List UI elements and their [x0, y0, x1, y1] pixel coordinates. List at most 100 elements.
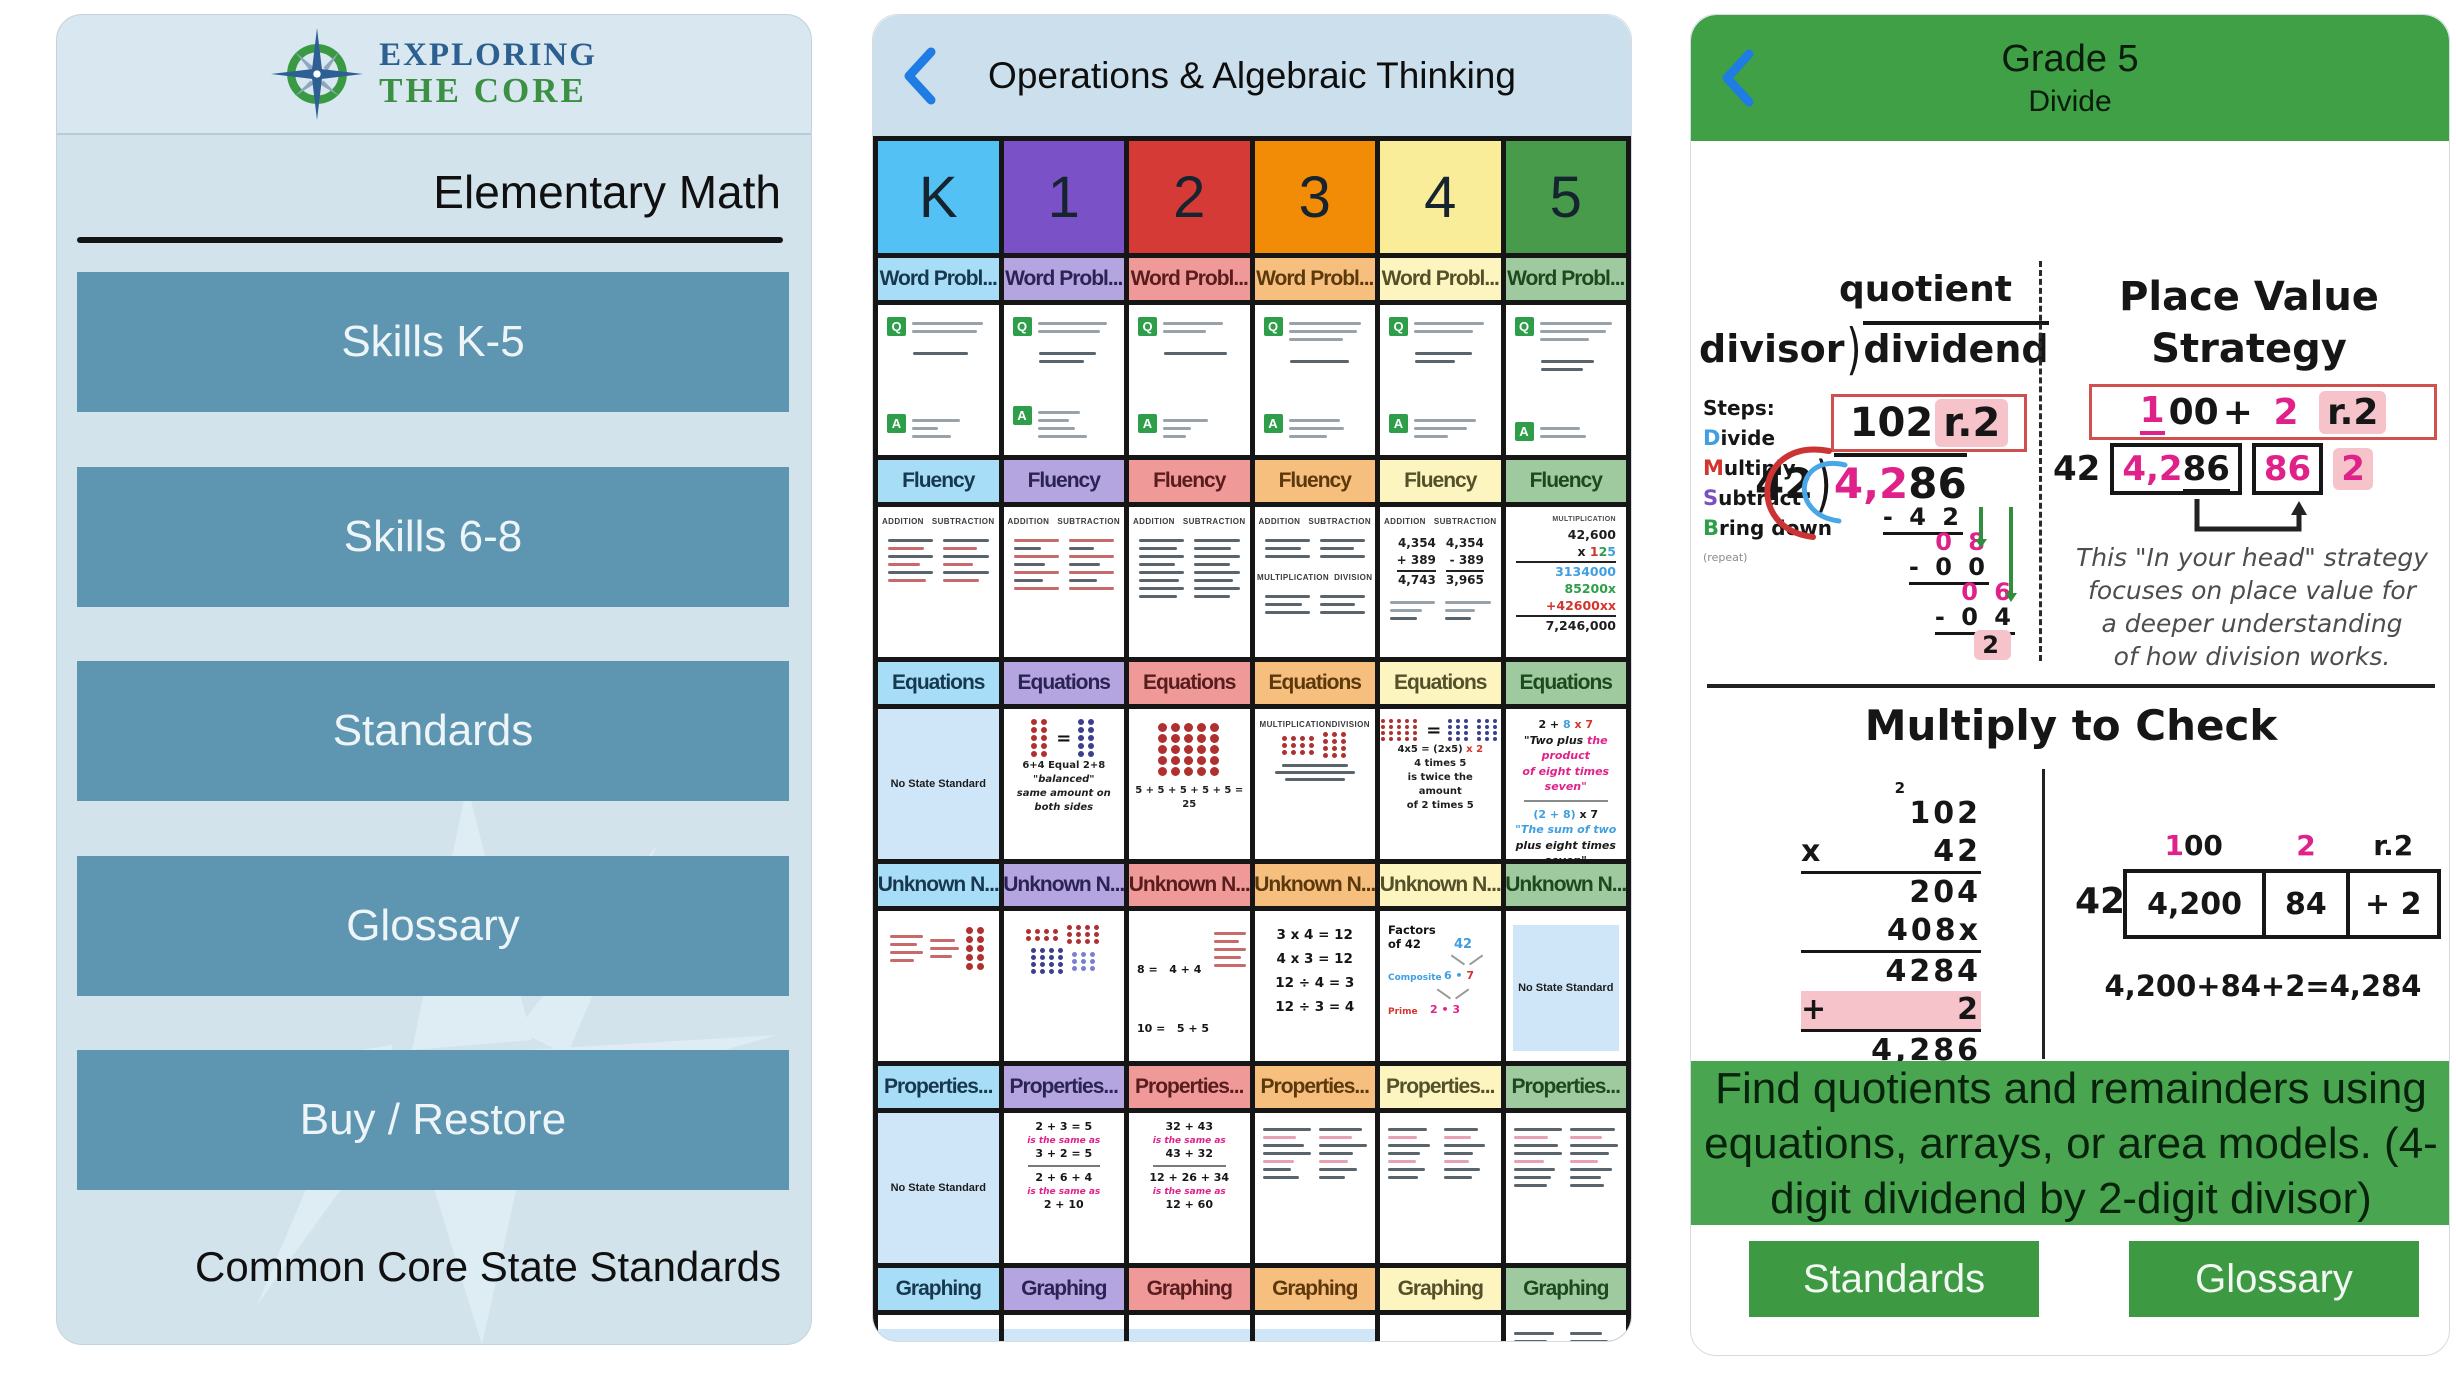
- division-header: DIVISION: [1334, 573, 1373, 582]
- cell-properties-k[interactable]: No State Standard: [878, 1113, 999, 1263]
- section-divider-horizontal: [1707, 684, 2435, 688]
- skill-description-banner: Find quotients and remainders using equa…: [1691, 1061, 2449, 1225]
- cell-fluency-5[interactable]: MULTIPLICATION 42,600 x 125 3134000 8520…: [1505, 507, 1627, 657]
- section-divider-vertical: [2039, 261, 2042, 661]
- row-label-equations: Equations: [1003, 662, 1124, 704]
- answer-badge: A: [1263, 414, 1283, 433]
- cell-unknown-k[interactable]: [878, 911, 999, 1061]
- multiplication-header: MULTIPLICATION: [1257, 573, 1330, 582]
- cell-fluency-4[interactable]: ADDITION SUBTRACTION 4,354 + 389 4,743 4,35…: [1380, 507, 1501, 657]
- cell-equations-5[interactable]: 2 + 8 x 7 "Two plus the product of eight…: [1505, 709, 1626, 859]
- row-label-unknown: Unknown N...: [1380, 864, 1501, 906]
- cell-word-problems-k[interactable]: Q A: [878, 305, 999, 455]
- cell-unknown-2[interactable]: 8 = 4 + 4 10 = 5 + 5 12 = 6 + 6 14 = 7 +…: [1129, 911, 1250, 1061]
- cell-fluency-k[interactable]: ADDITION SUBTRACTION: [878, 507, 999, 657]
- panel-main-menu: EXPLORING THE CORE Elementary Math Skill…: [56, 14, 812, 1345]
- cell-word-problems-1[interactable]: Q A: [1003, 305, 1124, 455]
- question-badge: Q: [1012, 317, 1032, 336]
- cell-graphing-k[interactable]: [878, 1315, 999, 1341]
- row-label-fluency: Fluency: [1380, 460, 1501, 502]
- addition-header: ADDITION: [1133, 517, 1175, 526]
- grade-header-2[interactable]: 2: [1129, 141, 1250, 253]
- row-label-unknown: Unknown N...: [1003, 864, 1124, 906]
- subtraction-header: SUBTRACTION: [931, 517, 995, 526]
- cell-word-problems-3[interactable]: Q A: [1254, 305, 1375, 455]
- grade-header-4[interactable]: 4: [1380, 141, 1501, 253]
- row-label-equations: Equations: [878, 662, 999, 704]
- cell-graphing-4[interactable]: 3 6 9 12 15 rule: X + 3: [1380, 1315, 1501, 1341]
- grade-header-1[interactable]: 1: [1003, 141, 1124, 253]
- cell-unknown-5[interactable]: No State Standard: [1505, 911, 1626, 1061]
- cell-properties-1[interactable]: 2 + 3 = 5 is the same as 3 + 2 = 5 2 + 6…: [1003, 1113, 1124, 1263]
- division-worksheet: quotient divisor)dividend Steps: Divide …: [1691, 141, 2449, 1068]
- row-label-properties: Properties...: [1254, 1066, 1375, 1108]
- row-label-equations: Equations: [1505, 662, 1626, 704]
- cell-unknown-4[interactable]: Factors of 42 Composite Prime 42 6 • 7 2 …: [1380, 911, 1501, 1061]
- compass-logo-icon: [271, 28, 364, 120]
- addition-header: ADDITION: [882, 517, 924, 526]
- skills-k5-button[interactable]: Skills K-5: [77, 272, 789, 412]
- row-label-word-problems: Word Probl...: [1003, 258, 1124, 300]
- answer-badge: A: [1389, 414, 1408, 433]
- cell-properties-3[interactable]: [1254, 1113, 1375, 1263]
- place-value-note: This "In your head" strategy focuses on p…: [2076, 543, 2428, 671]
- place-value-arrow: [2194, 499, 2307, 532]
- subtraction-example: - 389: [1445, 552, 1484, 572]
- back-chevron-icon[interactable]: [1715, 48, 1759, 108]
- cell-word-problems-4[interactable]: Q A: [1380, 305, 1501, 455]
- row-label-word-problems: Word Probl...: [878, 258, 999, 300]
- row-label-unknown: Unknown N...: [1505, 864, 1626, 906]
- cell-graphing-5[interactable]: [1505, 1315, 1626, 1341]
- cell-fluency-2[interactable]: ADDITION SUBTRACTION: [1129, 507, 1250, 657]
- place-value-title: Place Value Strategy: [2119, 274, 2379, 372]
- area-model-labels: 100 2 r.2: [2164, 829, 2414, 862]
- glossary-button[interactable]: Glossary: [77, 856, 789, 996]
- addition-header: ADDITION: [1258, 517, 1301, 526]
- panel-skills-grid: Operations & Algebraic Thinking K 1 2 3 …: [872, 14, 1632, 1342]
- answer-badge: A: [887, 414, 906, 433]
- cell-graphing-3[interactable]: [1254, 1315, 1375, 1341]
- cell-equations-3[interactable]: MULTIPLICATION DIVISION: [1254, 709, 1375, 859]
- grade-header-k[interactable]: K: [878, 141, 999, 253]
- divide-cycle-arrows: [1764, 446, 1848, 540]
- addition-header: ADDITION: [1007, 517, 1050, 526]
- cell-properties-2[interactable]: 32 + 43 is the same as 43 + 32 12 + 26 +…: [1129, 1113, 1250, 1263]
- cell-equations-k[interactable]: No State Standard: [878, 709, 999, 859]
- subtraction-example: 3,965: [1445, 573, 1484, 587]
- multiplication-example: MULTIPLICATION 42,600 x 125 3134000 8520…: [1506, 507, 1627, 641]
- row-label-properties: Properties...: [1129, 1066, 1250, 1108]
- back-chevron-icon[interactable]: [897, 46, 941, 106]
- cell-word-problems-5[interactable]: Q A: [1505, 305, 1626, 455]
- cell-graphing-2[interactable]: [1129, 1315, 1250, 1341]
- subtraction-header: SUBTRACTION: [1057, 517, 1120, 526]
- question-badge: Q: [887, 317, 906, 336]
- area-model-boxes: 4,200 84 + 2: [2123, 869, 2441, 939]
- cell-properties-5[interactable]: [1505, 1113, 1626, 1263]
- standards-button[interactable]: Standards: [77, 661, 789, 801]
- cell-equations-2[interactable]: 5 + 5 + 5 + 5 + 5 = 25: [1129, 709, 1250, 859]
- standards-button[interactable]: Standards: [1749, 1241, 2039, 1317]
- cell-fluency-1[interactable]: ADDITION SUBTRACTION: [1003, 507, 1124, 657]
- glossary-button[interactable]: Glossary: [2129, 1241, 2419, 1317]
- row-label-properties: Properties...: [878, 1066, 999, 1108]
- row-label-fluency: Fluency: [1129, 460, 1250, 502]
- row-label-equations: Equations: [1129, 662, 1250, 704]
- title-underline: [77, 237, 783, 243]
- cell-word-problems-2[interactable]: Q A: [1129, 305, 1250, 455]
- cell-unknown-1[interactable]: [1003, 911, 1124, 1061]
- grade-header-3[interactable]: 3: [1254, 141, 1375, 253]
- cell-equations-1[interactable]: = 6+4 Equal 2+8 "balanced" same amount o…: [1003, 709, 1124, 859]
- row-label-graphing: Graphing: [1380, 1268, 1501, 1310]
- buy-restore-button[interactable]: Buy / Restore: [77, 1050, 789, 1190]
- cell-fluency-3[interactable]: ADDITION SUBTRACTION MULTIPLICATION DIVISI…: [1254, 507, 1375, 657]
- grade-header-5[interactable]: 5: [1505, 141, 1626, 253]
- row-label-equations: Equations: [1380, 662, 1501, 704]
- cell-equations-4[interactable]: = 4x5 = (2x5) x 2 4 times 5 is twice the…: [1380, 709, 1501, 859]
- skills-68-button[interactable]: Skills 6-8: [77, 467, 789, 607]
- footer-label: Common Core State Standards: [195, 1243, 781, 1290]
- cell-properties-4[interactable]: [1380, 1113, 1501, 1263]
- row-label-fluency: Fluency: [1505, 460, 1626, 502]
- cell-graphing-1[interactable]: [1003, 1315, 1124, 1341]
- cell-unknown-3[interactable]: 3 x 4 = 12 4 x 3 = 12 12 ÷ 4 = 3 12 ÷ 3 …: [1254, 911, 1375, 1061]
